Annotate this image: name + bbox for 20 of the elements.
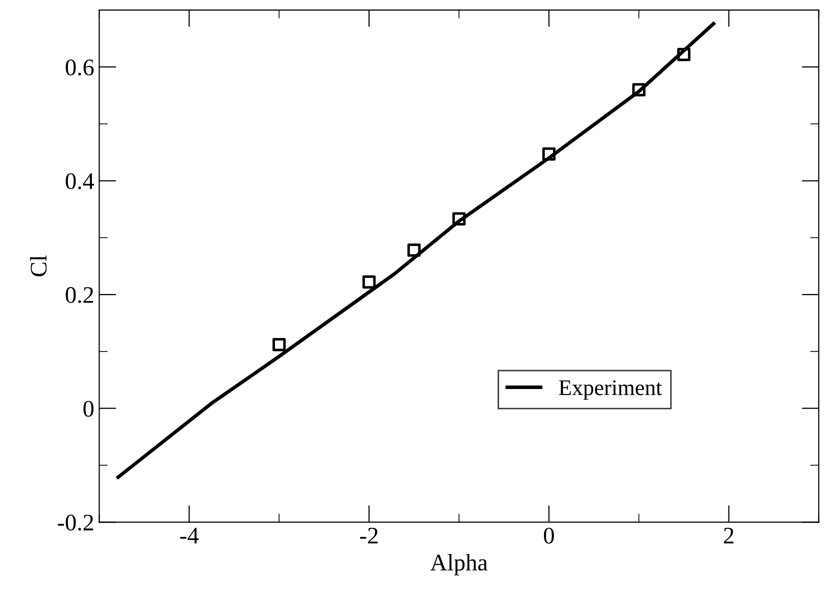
y-tick-label: 0.6 — [66, 59, 94, 76]
y-axis-title: Cl — [30, 255, 47, 276]
y-tick-label: 0 — [83, 400, 94, 417]
legend-label: Experiment — [559, 380, 662, 400]
point — [452, 212, 466, 226]
y-tick-label: 0.4 — [66, 173, 94, 190]
point — [632, 83, 646, 96]
x-axis-title: Alpha — [430, 554, 488, 576]
point — [272, 338, 286, 352]
x-tick-label: -2 — [360, 528, 378, 544]
x-tick-label: -4 — [180, 528, 199, 544]
point — [407, 244, 421, 257]
y-tick-label: -0.2 — [58, 514, 94, 531]
x-tick-label: 2 — [724, 528, 734, 544]
x-tick-label: 0 — [544, 528, 554, 544]
point — [677, 48, 690, 62]
point — [542, 147, 556, 161]
y-tick-label: 0.2 — [66, 287, 94, 304]
point — [362, 275, 376, 289]
line-series — [116, 22, 716, 479]
